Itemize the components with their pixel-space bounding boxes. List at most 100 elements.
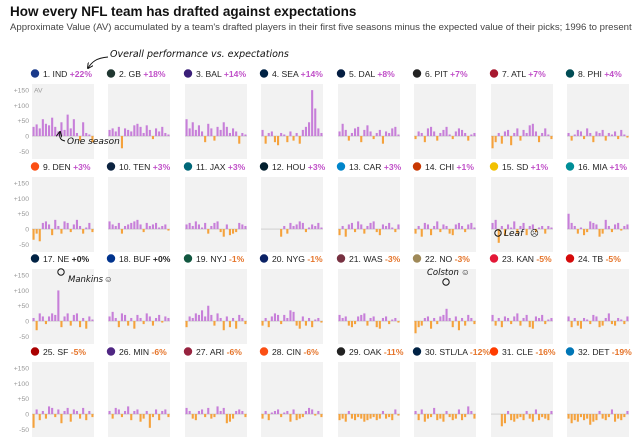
season-bar	[314, 414, 317, 416]
season-bar	[91, 229, 94, 233]
season-bar	[442, 129, 445, 137]
season-bar	[426, 224, 429, 230]
team-panel: 32. DET -19%20002010	[565, 347, 632, 441]
season-bar	[222, 407, 225, 415]
team-panel: 20. NYG -1%	[259, 254, 323, 344]
season-bar	[314, 225, 317, 230]
season-bar	[598, 410, 601, 415]
season-bar	[528, 125, 531, 137]
season-bar	[228, 229, 231, 236]
team-panel: 10. TEN +3%	[106, 162, 171, 252]
season-bar	[623, 225, 626, 230]
season-bar	[124, 128, 127, 137]
season-bar	[378, 129, 381, 137]
season-bar	[589, 414, 592, 425]
season-bar	[461, 225, 464, 230]
season-bar	[445, 308, 448, 322]
season-bar	[467, 314, 470, 322]
season-bar	[573, 134, 576, 137]
ram-icon	[412, 347, 422, 356]
season-bar	[127, 406, 130, 415]
season-bar	[519, 225, 522, 230]
season-bar	[550, 410, 553, 415]
panel-background	[261, 177, 323, 252]
season-bar	[363, 313, 366, 322]
season-bar	[244, 134, 247, 137]
season-bar	[213, 222, 216, 230]
panel-background	[108, 362, 170, 437]
season-bar	[286, 136, 289, 143]
season-bar	[464, 321, 467, 326]
season-bar	[547, 319, 550, 322]
season-bar	[44, 321, 47, 325]
season-bar	[391, 128, 394, 137]
season-bar	[44, 123, 47, 137]
season-bar	[41, 410, 44, 415]
season-bar	[579, 321, 582, 329]
season-bar	[372, 221, 375, 230]
team-label: 30. STL/LA -12%	[425, 347, 490, 357]
season-bar	[75, 313, 78, 322]
season-bar	[286, 410, 289, 415]
season-bar	[320, 321, 323, 323]
season-bar	[522, 222, 525, 230]
season-bar	[197, 410, 200, 415]
season-bar	[550, 136, 553, 140]
season-bar	[470, 134, 473, 137]
season-bar	[41, 316, 44, 322]
season-bar	[516, 313, 519, 322]
season-bar	[228, 321, 231, 328]
season-bar	[295, 132, 298, 137]
season-bar	[614, 321, 617, 326]
season-bar	[317, 222, 320, 230]
team-label: 17. NE +0%	[43, 254, 89, 264]
season-bar	[354, 321, 357, 325]
team-label: 3. BAL +14%	[196, 69, 246, 79]
season-bar	[298, 136, 301, 144]
season-bar	[66, 114, 69, 137]
season-bar	[500, 414, 503, 427]
season-bar	[442, 314, 445, 322]
season-bar	[280, 132, 283, 137]
season-bar	[317, 128, 320, 137]
team-rank-name: 14. CHI	[425, 162, 457, 172]
season-bar	[133, 321, 136, 329]
season-bar	[304, 321, 307, 326]
season-bar	[51, 313, 54, 322]
season-bar	[436, 414, 439, 421]
season-bar	[519, 136, 522, 141]
team-panel: 27. ARI -6%20002010	[183, 347, 247, 441]
season-bar	[614, 224, 617, 230]
season-bar	[607, 132, 610, 137]
season-bar	[188, 410, 191, 415]
season-bar	[127, 321, 130, 326]
team-total: -12%	[470, 347, 490, 357]
panel-background	[185, 362, 247, 437]
ny-icon	[259, 254, 269, 263]
season-bar	[544, 128, 547, 137]
season-bar	[222, 229, 225, 237]
season-bar	[522, 317, 525, 322]
season-bar	[567, 213, 570, 230]
season-bar	[420, 132, 423, 137]
season-bar	[244, 414, 247, 418]
team-total: +3%	[228, 162, 246, 172]
g-icon	[106, 69, 116, 78]
y-tick-label: 0	[25, 412, 29, 419]
panel-background	[338, 269, 400, 344]
season-bar	[473, 321, 476, 325]
season-bar	[228, 132, 231, 137]
falcon-icon	[489, 69, 499, 78]
team-total: +8%	[377, 69, 395, 79]
horseshoe-icon	[30, 69, 40, 78]
season-bar	[88, 222, 91, 230]
panel-background	[261, 269, 323, 344]
season-bar	[623, 321, 626, 325]
season-bar	[541, 225, 544, 230]
season-bar	[139, 414, 142, 422]
season-bar	[311, 321, 314, 328]
team-panel: 28. CIN -6%20002010	[259, 347, 323, 441]
season-bar	[375, 321, 378, 328]
season-bar	[317, 317, 320, 322]
panel-background	[261, 84, 323, 159]
